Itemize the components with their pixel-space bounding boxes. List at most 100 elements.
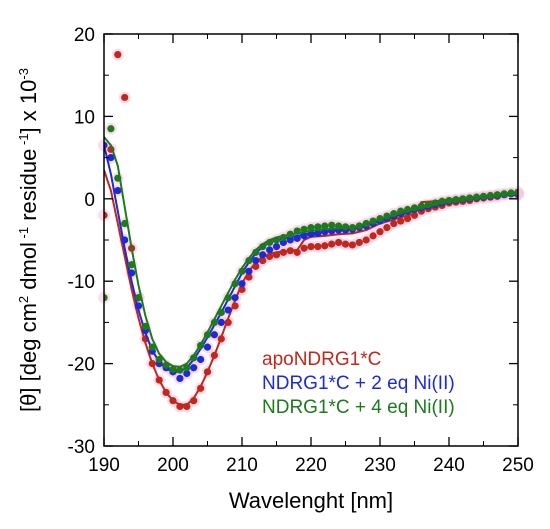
y-axis-title: [θ] [deg cm2 dmol -1 residue -1] x 10-3 xyxy=(16,68,41,412)
data-point xyxy=(397,207,405,215)
data-point xyxy=(203,368,212,376)
data-point xyxy=(431,199,439,207)
data-point xyxy=(107,154,115,162)
y-axis-title-part-4: ] x 10 xyxy=(16,80,41,134)
data-point xyxy=(224,294,232,302)
data-point xyxy=(410,211,419,219)
data-point xyxy=(183,364,191,372)
data-point xyxy=(404,214,412,223)
legend-entry-2eq: NDRG1*C + 2 eq Ni(II) xyxy=(262,373,455,394)
data-point xyxy=(321,222,329,230)
data-point xyxy=(272,236,281,244)
data-point xyxy=(176,374,184,383)
data-point xyxy=(376,214,384,223)
data-point xyxy=(104,211,108,219)
data-point xyxy=(224,306,232,314)
x-tick-label: 210 xyxy=(226,455,258,476)
data-point xyxy=(197,355,205,364)
data-point xyxy=(314,242,322,251)
data-point xyxy=(328,240,336,248)
data-point xyxy=(355,222,363,230)
x-axis-title: Wavelenght [nm] xyxy=(229,488,393,513)
data-point xyxy=(238,285,246,294)
data-point xyxy=(300,232,308,240)
data-point xyxy=(293,227,301,235)
y-tick-label: -30 xyxy=(68,437,95,458)
data-point xyxy=(272,251,281,259)
x-tick-label: 190 xyxy=(88,455,120,476)
data-point xyxy=(245,273,253,281)
data-point xyxy=(300,225,308,233)
data-point xyxy=(355,238,363,247)
data-point xyxy=(335,222,343,230)
data-point xyxy=(369,232,377,240)
y-tick-label: -20 xyxy=(68,355,95,376)
data-point xyxy=(314,229,322,238)
y-tick-label: 0 xyxy=(84,190,95,211)
data-point xyxy=(190,354,198,362)
x-tick-label: 230 xyxy=(364,455,396,476)
x-tick-label: 250 xyxy=(502,455,534,476)
data-point xyxy=(121,219,129,228)
y-axis-title-sup-neg1b: -1 xyxy=(16,133,31,148)
data-point xyxy=(369,217,377,225)
data-point xyxy=(114,174,122,182)
data-point xyxy=(162,388,170,397)
data-point xyxy=(390,219,398,228)
data-point xyxy=(190,364,198,372)
y-axis-title-part-2: dmol xyxy=(16,242,41,296)
data-point xyxy=(307,230,315,238)
data-point xyxy=(210,318,218,326)
data-point xyxy=(148,343,156,351)
data-point xyxy=(217,335,225,343)
data-point xyxy=(155,355,163,364)
data-point xyxy=(272,242,281,251)
data-point xyxy=(266,238,274,247)
y-axis-title-part-3: residue xyxy=(16,149,41,227)
data-point xyxy=(104,141,108,149)
data-point xyxy=(155,376,163,384)
data-point xyxy=(252,257,260,265)
data-point xyxy=(493,191,501,199)
legend-entry-apo: apoNDRG1*C xyxy=(262,349,381,370)
data-point xyxy=(238,280,246,288)
series-1 xyxy=(104,141,518,383)
data-point xyxy=(410,204,419,212)
data-point xyxy=(286,236,294,244)
data-point xyxy=(314,223,322,231)
data-point xyxy=(500,190,508,198)
data-point xyxy=(176,366,184,374)
data-point xyxy=(203,331,212,339)
data-point xyxy=(259,251,267,259)
data-point xyxy=(335,238,343,247)
data-point xyxy=(217,308,225,317)
data-point xyxy=(307,242,315,251)
ticks-layer: 190 200 210 220 230 240 250 20 10 0 -10 -20 -30 xyxy=(68,25,534,476)
data-point xyxy=(197,384,205,392)
series-fit-line xyxy=(104,144,518,373)
data-point xyxy=(128,269,136,277)
data-point xyxy=(128,261,136,269)
data-point xyxy=(376,228,384,236)
data-point xyxy=(293,248,301,256)
data-point xyxy=(266,252,274,261)
data-point xyxy=(362,219,370,228)
data-point xyxy=(341,240,350,248)
data-point xyxy=(190,397,198,405)
data-point xyxy=(134,302,143,310)
data-point xyxy=(231,302,239,310)
data-point xyxy=(259,242,267,251)
data-point xyxy=(459,195,467,203)
data-point xyxy=(183,402,191,411)
legend: apoNDRG1*C NDRG1*C + 2 eq Ni(II) NDRG1*C… xyxy=(262,349,455,418)
data-point xyxy=(259,257,267,265)
data-point xyxy=(383,212,391,220)
data-point xyxy=(486,191,494,200)
data-point xyxy=(210,351,218,359)
data-point xyxy=(183,369,191,378)
data-point xyxy=(286,247,294,255)
data-point xyxy=(203,343,212,351)
data-point xyxy=(390,210,398,218)
data-point xyxy=(321,242,329,250)
